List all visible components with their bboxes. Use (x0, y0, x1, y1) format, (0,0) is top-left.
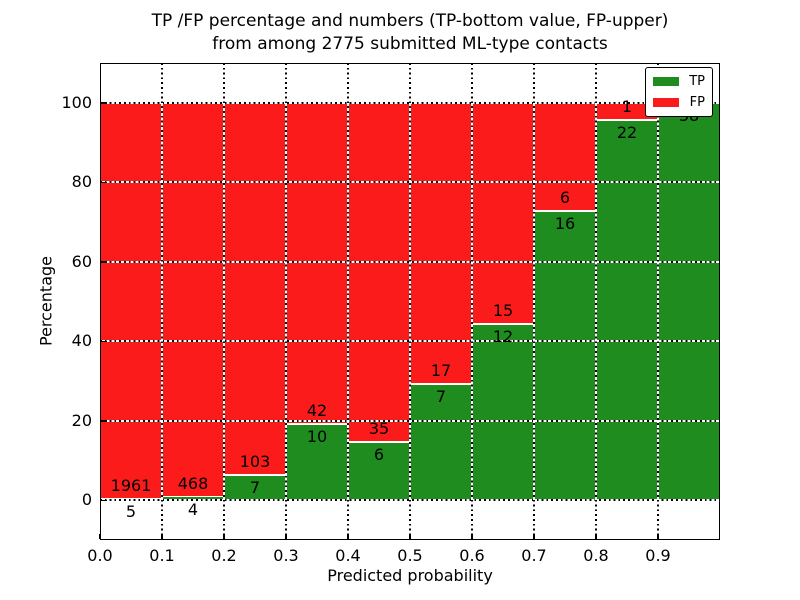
fp-count-label: 103 (239, 451, 271, 471)
fp-count-label: 468 (177, 473, 209, 493)
vertical-gridline (471, 63, 473, 540)
x-tick-mark (533, 533, 535, 539)
x-tick-label: 0.8 (583, 546, 609, 565)
x-tick-label: 0.9 (645, 546, 671, 565)
tp-count-label: 22 (616, 123, 638, 143)
y-tick-mark (101, 181, 107, 183)
y-tick-mark (101, 499, 107, 501)
vertical-gridline (285, 63, 287, 540)
fp-count-label: 6 (559, 188, 571, 208)
tp-bar-segment (162, 496, 224, 501)
fp-legend-label: FP (689, 95, 705, 110)
x-tick-label: 0.1 (149, 546, 175, 565)
x-tick-label: 0.6 (459, 546, 485, 565)
fp-bar-segment (100, 102, 162, 500)
x-tick-label: 0.0 (87, 546, 113, 565)
vertical-gridline (595, 63, 597, 540)
tp-bar-segment (472, 323, 534, 501)
x-tick-label: 0.2 (211, 546, 237, 565)
vertical-gridline (347, 63, 349, 540)
x-tick-label: 0.3 (273, 546, 299, 565)
vertical-gridline (533, 63, 535, 540)
tp-count-label: 6 (373, 445, 385, 465)
fp-count-label: 1961 (110, 476, 152, 496)
x-tick-mark (471, 533, 473, 539)
tp-count-label: 10 (306, 426, 328, 446)
legend-item-fp: FP (653, 95, 705, 110)
fp-count-label: 35 (368, 419, 390, 439)
legend-item-tp: TP (653, 74, 705, 89)
y-tick-mark (101, 420, 107, 422)
y-tick-label: 100 (61, 92, 92, 112)
tp-legend-label: TP (689, 74, 705, 89)
x-tick-mark (595, 533, 597, 539)
chart-title-line1: TP /FP percentage and numbers (TP-bottom… (151, 11, 669, 31)
y-tick-label: 40 (71, 331, 92, 351)
tp-bar-segment (534, 211, 596, 501)
fp-count-label: 42 (306, 400, 328, 420)
chart-title: TP /FP percentage and numbers (TP-bottom… (100, 10, 720, 56)
chart-title-line2: from among 2775 submitted ML-type contac… (212, 34, 608, 54)
y-tick-mark (101, 102, 107, 104)
x-axis-label: Predicted probability (327, 566, 493, 585)
vertical-gridline (409, 63, 411, 540)
fp-bar-segment (286, 102, 348, 424)
y-tick-label: 80 (71, 172, 92, 192)
x-tick-mark (347, 533, 349, 539)
y-tick-mark (101, 261, 107, 263)
tp-count-label: 12 (492, 326, 514, 346)
fp-bar-segment (348, 102, 410, 443)
tp-bar-segment (658, 102, 720, 501)
x-tick-label: 0.4 (335, 546, 361, 565)
vertical-gridline (657, 63, 659, 540)
tp-count-label: 4 (187, 499, 199, 519)
tp-count-label: 5 (125, 502, 137, 522)
x-tick-mark (285, 533, 287, 539)
fp-count-label: 1 (621, 97, 633, 117)
fp-swatch-icon (653, 98, 679, 107)
legend: TP FP (645, 67, 713, 117)
x-tick-mark (99, 533, 101, 539)
vertical-gridline (223, 63, 225, 540)
tp-bar-segment (596, 120, 658, 501)
y-tick-label: 60 (71, 251, 92, 271)
fp-count-label: 17 (430, 361, 452, 381)
x-tick-mark (161, 533, 163, 539)
x-tick-label: 0.5 (397, 546, 423, 565)
x-tick-mark (223, 533, 225, 539)
fp-count-label: 15 (492, 300, 514, 320)
y-tick-label: 0 (81, 490, 92, 510)
tp-swatch-icon (653, 77, 679, 86)
fp-bar-segment (162, 102, 224, 497)
tp-count-label: 16 (554, 214, 576, 234)
fp-bar-segment (410, 102, 472, 385)
y-tick-label: 20 (71, 410, 92, 430)
x-tick-mark (657, 533, 659, 539)
fp-bar-segment (472, 102, 534, 324)
x-tick-mark (409, 533, 411, 539)
vertical-gridline (161, 63, 163, 540)
y-tick-mark (101, 340, 107, 342)
x-tick-label: 0.7 (521, 546, 547, 565)
tp-count-label: 7 (249, 477, 261, 497)
tp-count-label: 7 (435, 387, 447, 407)
